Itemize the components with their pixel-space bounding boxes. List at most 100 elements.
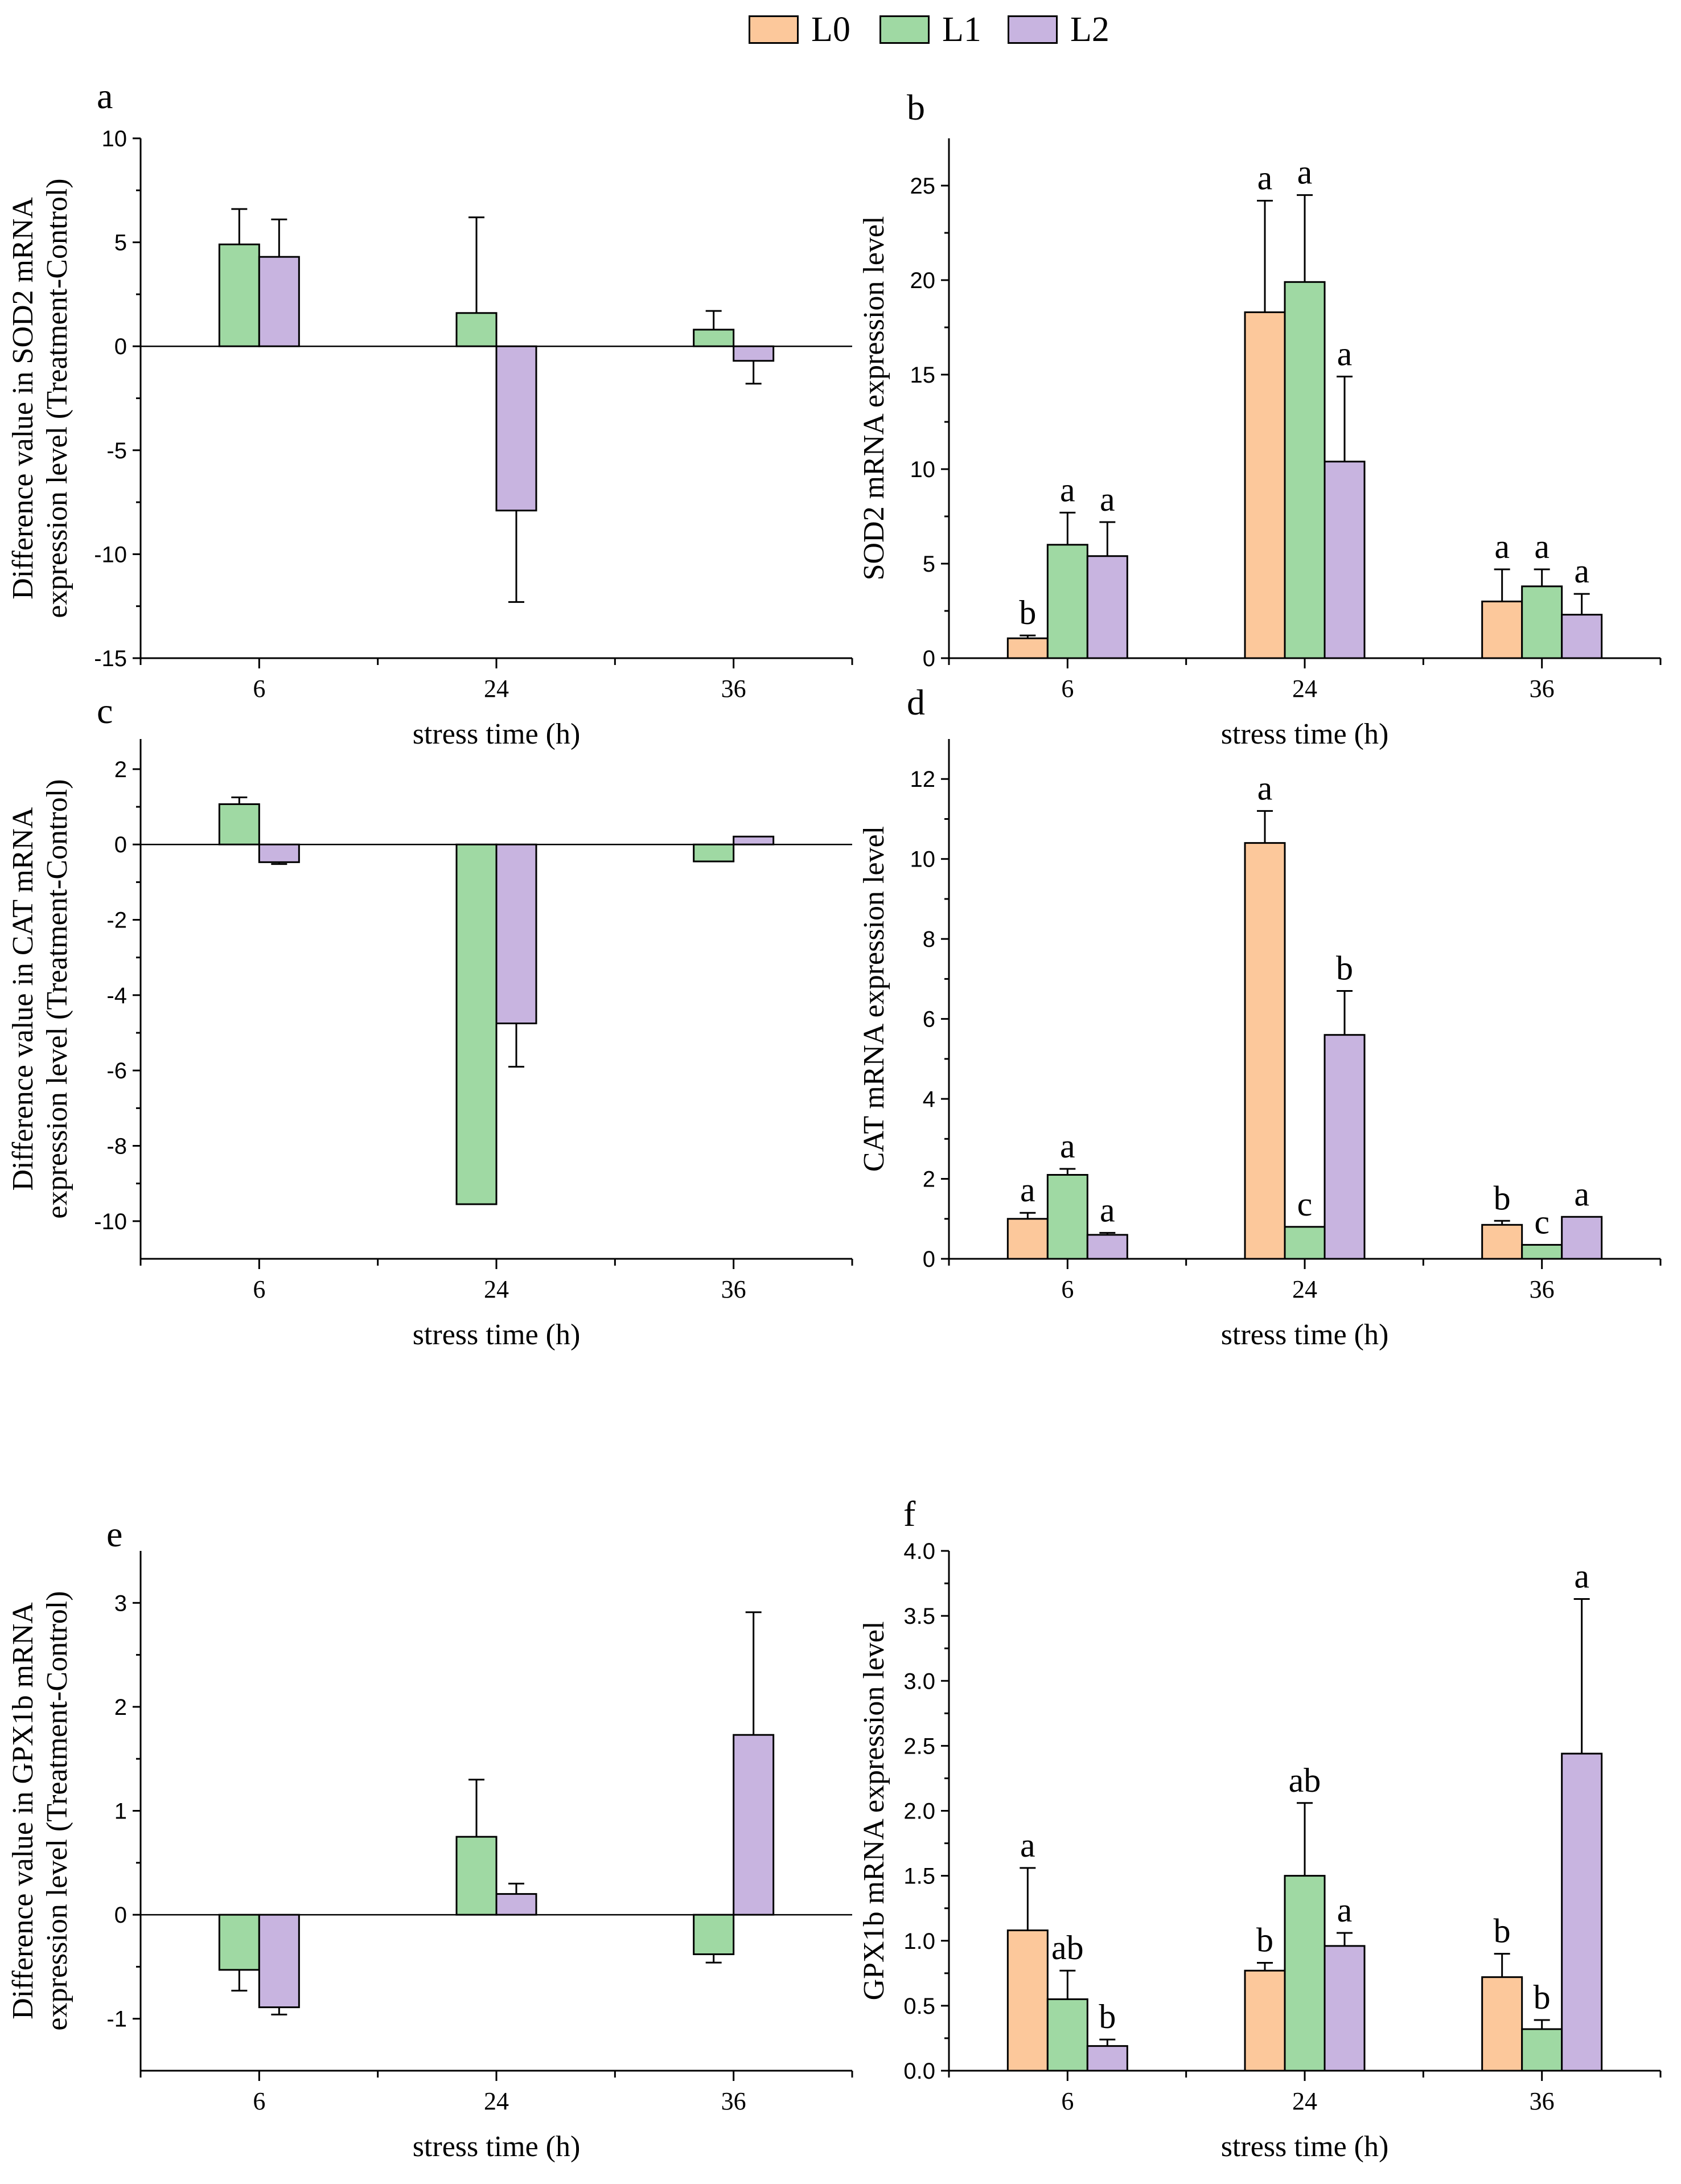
y-tick-label: 4.0 — [903, 1539, 935, 1564]
y-tick-label: 0 — [114, 832, 127, 857]
bar-l0 — [1244, 1969, 1286, 2072]
significance-label: ab — [1289, 1762, 1321, 1799]
significance-label: b — [1534, 1978, 1551, 2016]
x-axis-title: stress time (h) — [1221, 718, 1389, 750]
panel-letter: a — [97, 76, 113, 116]
panel-letter: d — [907, 682, 925, 722]
y-tick-label: 12 — [910, 767, 936, 792]
significance-label: a — [1257, 769, 1273, 807]
significance-label: a — [1574, 1557, 1589, 1595]
bar-l1 — [1284, 1875, 1326, 2072]
x-tick-label: 36 — [1530, 1275, 1555, 1303]
x-tick-label: 24 — [1292, 1275, 1317, 1303]
y-axis-title: GPX1b mRNA expression level — [858, 1621, 890, 2001]
x-axis-title: stress time (h) — [413, 2130, 581, 2163]
legend-item-l0: L0 — [749, 10, 850, 49]
bar-l0 — [1006, 637, 1049, 659]
y-tick-label: 6 — [923, 1007, 935, 1032]
significance-label: b — [1099, 1998, 1116, 2035]
significance-label: a — [1574, 1175, 1589, 1213]
y-tick-label: -8 — [106, 1134, 127, 1159]
significance-label: b — [1494, 1912, 1511, 1950]
bar-l1 — [1046, 1174, 1088, 1260]
bar-l2 — [733, 835, 775, 845]
x-axis-title: stress time (h) — [1221, 2130, 1389, 2163]
legend-label-l1: L1 — [942, 10, 981, 49]
y-tick-label: 2 — [114, 1695, 127, 1720]
y-axis-title: SOD2 mRNA expression level — [858, 216, 890, 581]
bar-l2 — [495, 1893, 537, 1916]
y-tick-label: -1 — [106, 2007, 127, 2032]
y-axis-title: expression level (Treatment-Control) — [41, 779, 73, 1218]
y-tick-label: 10 — [102, 126, 128, 151]
y-tick-label: 0 — [923, 646, 935, 671]
bar-l0 — [1481, 1976, 1523, 2072]
significance-label: a — [1020, 1826, 1035, 1864]
x-axis-title: stress time (h) — [413, 718, 581, 750]
bar-l1 — [218, 803, 260, 845]
bar-l0 — [1006, 1218, 1049, 1260]
y-tick-label: 2 — [114, 757, 127, 782]
panel-letter: b — [907, 87, 925, 128]
y-axis-title: CAT mRNA expression level — [858, 826, 890, 1172]
y-tick-label: 5 — [114, 231, 127, 256]
y-tick-label: -5 — [106, 438, 127, 463]
bar-l2 — [1324, 1034, 1366, 1260]
bar-l2 — [1086, 2045, 1128, 2072]
bar-l1 — [1284, 281, 1326, 659]
significance-label: b — [1019, 594, 1036, 631]
legend-item-l2: L2 — [1008, 10, 1109, 49]
legend-swatch-l2 — [1008, 15, 1058, 44]
bar-l1 — [455, 1836, 498, 1916]
bar-l2 — [495, 843, 537, 1025]
bar-l2 — [1561, 614, 1603, 659]
bar-l1 — [218, 1914, 260, 1971]
bar-l1 — [1521, 2028, 1563, 2072]
significance-label: b — [1494, 1179, 1511, 1217]
significance-label: a — [1494, 528, 1510, 565]
bar-l1 — [1521, 1243, 1563, 1260]
bar-l1 — [218, 243, 260, 347]
y-tick-label: 1.5 — [903, 1864, 935, 1889]
bar-l1 — [1046, 544, 1088, 659]
legend-item-l1: L1 — [879, 10, 981, 49]
x-axis-title: stress time (h) — [413, 1319, 581, 1351]
bar-l1 — [693, 329, 735, 347]
y-tick-label: 0 — [114, 334, 127, 359]
bar-l2 — [733, 345, 775, 362]
x-tick-label: 36 — [721, 2087, 746, 2115]
bar-l2 — [1086, 1234, 1128, 1260]
x-tick-label: 6 — [1061, 1275, 1074, 1303]
y-tick-label: 3.5 — [903, 1604, 935, 1629]
legend-label-l0: L0 — [811, 10, 850, 49]
bar-l2 — [1324, 461, 1366, 659]
x-tick-label: 36 — [721, 675, 746, 703]
y-tick-label: -4 — [106, 983, 127, 1008]
panel-letter: c — [97, 691, 113, 731]
x-tick-label: 6 — [1061, 2087, 1074, 2115]
significance-label: b — [1336, 949, 1353, 987]
chart-panel-f: f 0.0 0.5 1.0 1.5 2.0 2.5 3.0 3.5 4.0 6 24 36 stress … — [858, 1493, 1662, 2163]
y-tick-label: 0.0 — [903, 2059, 935, 2084]
y-tick-label: 15 — [910, 363, 936, 388]
y-tick-label: 10 — [910, 457, 936, 482]
bar-l1 — [1046, 1998, 1088, 2072]
chart-panel-b: b 0 5 10 15 20 25 6 24 36 stress time (h) SOD2 mRNA… — [858, 87, 1662, 750]
y-tick-label: -6 — [106, 1058, 127, 1083]
significance-label: a — [1100, 481, 1115, 518]
significance-label: a — [1060, 1127, 1075, 1165]
x-tick-label: 36 — [721, 1275, 746, 1303]
y-axis-title: expression level (Treatment-Control) — [41, 178, 73, 618]
significance-label: a — [1337, 335, 1353, 372]
significance-label: c — [1297, 1185, 1313, 1223]
bar-l2 — [258, 843, 300, 863]
significance-label: a — [1574, 552, 1589, 590]
bar-l2 — [258, 1914, 300, 2009]
y-tick-label: 8 — [923, 927, 935, 952]
y-tick-label: 25 — [910, 174, 936, 199]
significance-label: c — [1534, 1203, 1550, 1241]
y-tick-label: 0 — [114, 1903, 127, 1928]
bar-l2 — [733, 1734, 775, 1916]
legend: L0 L1 L2 — [0, 0, 1681, 57]
y-tick-label: 5 — [923, 552, 935, 577]
